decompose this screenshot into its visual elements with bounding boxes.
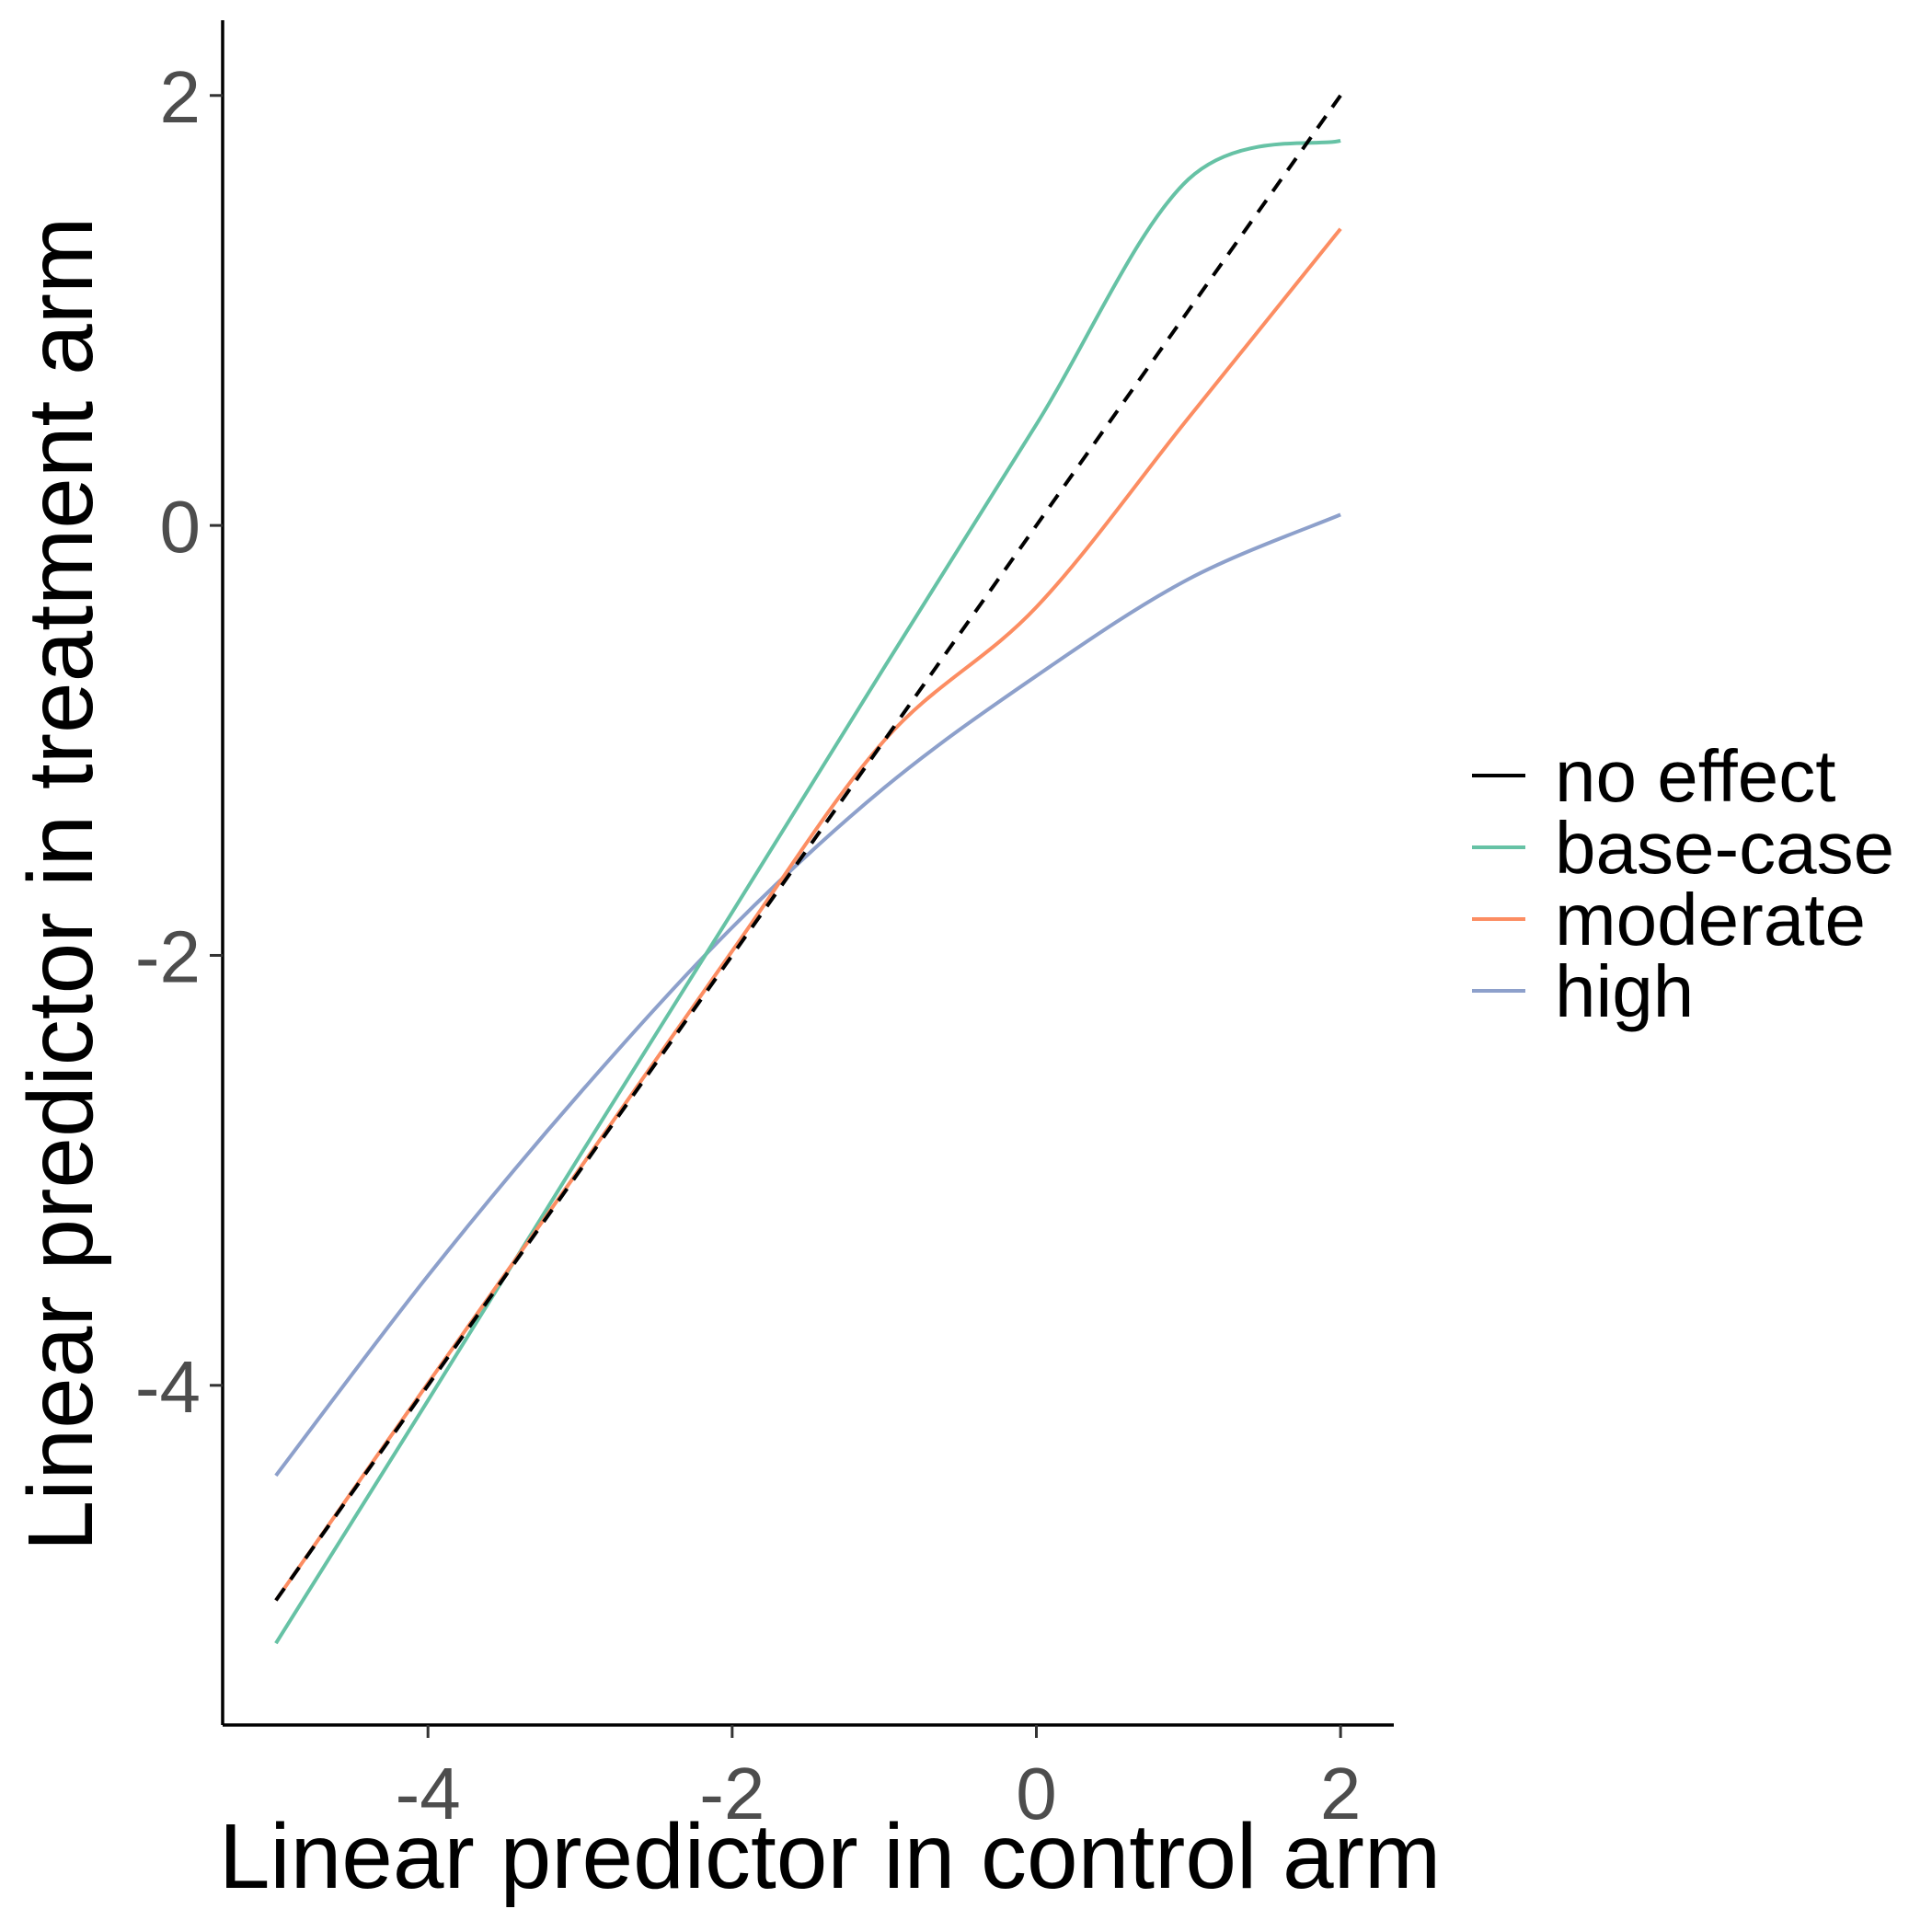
- x-tick-label: -4: [396, 1753, 461, 1834]
- x-axis-ticks: -4 -2 0 2: [396, 1725, 1362, 1834]
- x-axis-title: Linear predictor in control arm: [219, 1805, 1441, 1908]
- axes: [221, 20, 1394, 1727]
- legend-label: base-case: [1555, 807, 1894, 889]
- legend-label: moderate: [1555, 879, 1866, 960]
- legend-label: high: [1555, 950, 1694, 1032]
- y-tick-label: -4: [135, 1346, 201, 1428]
- y-axis-ticks: -4 -2 0 2: [135, 56, 223, 1428]
- y-axis-title: Linear predictor in treatment arm: [9, 217, 112, 1552]
- plot-area: [274, 94, 1342, 1645]
- series-line-no-effect: [274, 94, 1342, 1602]
- x-tick-label: 0: [1016, 1753, 1057, 1834]
- y-tick-label: 0: [160, 486, 201, 568]
- legend-label: no effect: [1555, 735, 1835, 817]
- x-tick-label: -2: [699, 1753, 765, 1834]
- x-tick-label: 2: [1320, 1753, 1362, 1834]
- y-tick-label: -2: [135, 915, 201, 997]
- series-line-moderate: [274, 227, 1342, 1602]
- series-line-high: [274, 512, 1341, 1478]
- y-tick-label: 2: [160, 56, 201, 138]
- series-line-base-case: [274, 138, 1341, 1645]
